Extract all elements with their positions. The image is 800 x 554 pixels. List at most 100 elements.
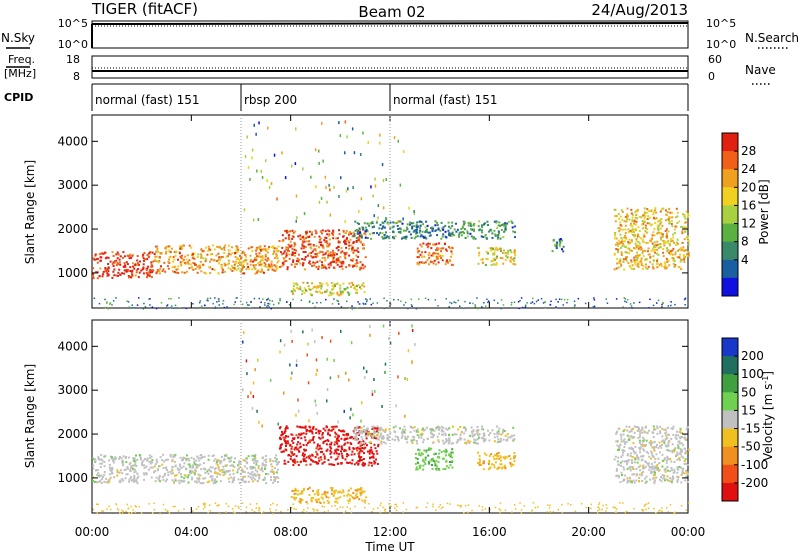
echo-cell: [297, 259, 300, 262]
echo-cell: [660, 476, 662, 479]
echo-cell: [463, 232, 465, 235]
echo-cell: [227, 244, 230, 247]
echo-cell: [437, 227, 440, 230]
echo-cell: [443, 442, 446, 445]
echo-cell: [366, 444, 368, 447]
echo-cell: [336, 437, 338, 440]
echo-cell: [373, 437, 376, 439]
echo-cell: [675, 437, 678, 440]
echo-cell: [650, 472, 653, 474]
echo-cell: [635, 229, 637, 232]
echo-cell: [359, 240, 362, 243]
echo-cell: [473, 228, 475, 231]
echo-cell: [415, 440, 418, 442]
echo-cell: [170, 472, 173, 475]
echo-cell: [416, 506, 418, 509]
echo-cell: [176, 467, 179, 470]
echo-cell: [679, 453, 682, 456]
echo-cell: [648, 502, 650, 504]
echo-cell: [513, 434, 516, 437]
echo-cell: [444, 434, 447, 437]
echo-cell: [653, 250, 656, 253]
echo-cell: [497, 455, 500, 458]
echo-cell: [104, 267, 107, 269]
echo-cell: [666, 236, 669, 239]
echo-cell: [163, 460, 165, 463]
echo-cell: [156, 468, 159, 471]
echo-cell: [598, 503, 600, 506]
echo-cell: [372, 226, 375, 228]
echo-cell: [99, 267, 102, 270]
echo-cell: [312, 497, 315, 500]
echo-cell: [496, 237, 499, 240]
echo-cell: [513, 438, 516, 441]
echo-cell: [504, 258, 507, 261]
echo-cell: [363, 232, 366, 235]
echo-cell: [136, 264, 139, 267]
echo-cell: [313, 235, 316, 238]
echo-cell: [327, 459, 330, 462]
echo-cell: [619, 258, 622, 261]
echo-cell: [401, 222, 404, 225]
echo-cell: [401, 428, 404, 431]
echo-cell: [211, 475, 214, 478]
echo-cell: [657, 247, 660, 250]
echo-cell: [652, 255, 655, 258]
echo-cell: [377, 204, 380, 208]
echo-cell: [292, 259, 295, 262]
echo-cell: [272, 245, 275, 248]
echo-cell: [512, 438, 515, 441]
echo-cell: [376, 428, 379, 431]
echo-cell: [655, 252, 658, 255]
echo-cell: [342, 429, 345, 432]
echo-cell: [377, 443, 380, 446]
echo-cell: [624, 298, 627, 300]
echo-cell: [223, 246, 226, 249]
echo-cell: [303, 458, 306, 461]
echo-cell: [357, 442, 360, 445]
echo-cell: [328, 233, 331, 236]
echo-cell: [368, 452, 371, 455]
echo-cell: [203, 304, 206, 307]
echo-cell: [645, 241, 648, 244]
echo-cell: [645, 503, 648, 505]
echo-cell: [445, 298, 447, 300]
echo-cell: [629, 241, 631, 244]
echo-cell: [270, 463, 273, 466]
echo-cell: [153, 471, 155, 474]
echo-cell: [207, 299, 209, 302]
echo-cell: [346, 135, 348, 139]
echo-cell: [287, 435, 290, 438]
echo-cell: [295, 194, 298, 198]
echo-cell: [511, 226, 514, 229]
echo-cell: [105, 477, 108, 480]
echo-cell: [687, 252, 690, 255]
echo-cell: [656, 465, 658, 468]
echo-cell: [296, 257, 299, 260]
echo-cell: [680, 449, 683, 452]
echo-cell: [351, 265, 354, 268]
echo-cell: [681, 232, 684, 235]
echo-cell: [120, 469, 123, 472]
echo-cell: [306, 502, 309, 505]
echo-cell: [279, 298, 281, 300]
echo-cell: [680, 481, 683, 484]
echo-cell: [150, 476, 153, 479]
echo-cell: [328, 244, 331, 247]
echo-cell: [127, 456, 130, 459]
echo-cell: [671, 225, 674, 228]
echo-cell: [172, 505, 175, 508]
echo-cell: [148, 454, 151, 457]
echo-cell: [476, 426, 479, 428]
echo-cell: [190, 246, 193, 249]
echo-cell: [498, 221, 501, 224]
echo-cell: [171, 305, 173, 307]
echo-cell: [670, 437, 673, 440]
echo-cell: [279, 350, 281, 354]
echo-cell: [530, 302, 532, 304]
echo-cell: [477, 429, 480, 432]
echo-cell: [258, 420, 260, 424]
echo-cell: [231, 481, 234, 484]
echo-cell: [641, 440, 644, 443]
echo-cell: [436, 435, 439, 438]
